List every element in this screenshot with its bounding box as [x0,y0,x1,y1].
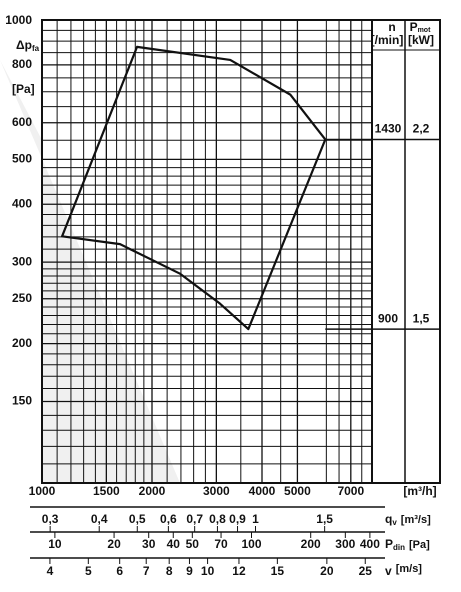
y-tick-label: 150 [12,394,32,408]
scale-label: 0,7 [186,512,203,526]
x-tick-label: 3000 [203,484,230,498]
y-tick-label: 300 [12,254,32,268]
scale-label: 200 [301,537,321,551]
x-unit: [m³/h] [403,484,436,498]
x-tick-label: 4000 [249,484,276,498]
scale-name: P [385,537,393,551]
scale-name: q [385,512,392,526]
scale-label: 10 [201,564,215,578]
system-curve [60,45,327,331]
scale-unit-text: [m/s] [396,563,423,575]
scale-unit-text: [m³/s] [401,514,431,526]
row-power: 2,2 [413,122,430,136]
scale-unit: Pdin [Pa] [385,537,430,552]
scale-sub: v [392,518,397,527]
scale-label: 70 [214,537,228,551]
scale-label: 6 [116,564,123,578]
x-tick-label: 1000 [29,484,56,498]
table-bg [373,21,439,482]
y-tick-label: 800 [12,57,32,71]
scale-label: 8 [166,564,173,578]
scale-label: 20 [320,564,334,578]
scale-unit: v [m/s] [385,563,422,578]
scale-label: 0,8 [209,512,226,526]
scale-unit-text: [Pa] [409,539,430,551]
x-tick-label: 7000 [337,484,364,498]
scale-label: 10 [48,537,62,551]
scale-label: 100 [241,537,261,551]
y-tick-label: 1000 [5,13,32,27]
scale-label: 1,5 [316,512,333,526]
scale-label: 0,5 [129,512,146,526]
scale-label: 0,9 [229,512,246,526]
table-unit: [kW] [408,33,434,47]
y-tick-label: 600 [12,115,32,129]
x-tick-label: 5000 [284,484,311,498]
scale-label: 5 [85,564,92,578]
y-unit: [Pa] [12,82,35,96]
scale-label: 300 [335,537,355,551]
scale-label: 50 [186,537,200,551]
scale-label: 0,6 [160,512,177,526]
scale-label: 1 [252,512,259,526]
scale-label: 25 [359,564,373,578]
scale-label: 400 [360,537,380,551]
plot-frame [41,19,441,484]
scale-label: 15 [271,564,285,578]
row-power: 1,5 [413,311,430,325]
scale-label: 9 [186,564,193,578]
scale-unit: qv [m³/s] [385,512,431,527]
row-speed: 900 [378,311,398,325]
scale-label: 0,3 [42,512,59,526]
scale-label: 4 [47,564,54,578]
scale-label: 12 [232,564,246,578]
scale-label: 30 [142,537,156,551]
scale-label: 20 [107,537,121,551]
scale-sub: din [393,543,405,552]
y-label: Δpfa [16,38,40,53]
scale-label: 40 [167,537,181,551]
table-header: Pmot [410,20,432,34]
scale-name: v [385,564,392,578]
row-speed: 1430 [375,122,402,136]
y-tick-label: 400 [12,196,32,210]
y-tick-label: 200 [12,336,32,350]
scale-label: 7 [143,564,150,578]
y-tick-label: 500 [12,152,32,166]
x-tick-label: 1500 [93,484,120,498]
y-tick-label: 250 [12,291,32,305]
table-header: n [388,20,395,34]
x-tick-label: 2000 [139,484,166,498]
table-unit: [/min] [371,33,404,47]
scale-label: 0,4 [91,512,108,526]
